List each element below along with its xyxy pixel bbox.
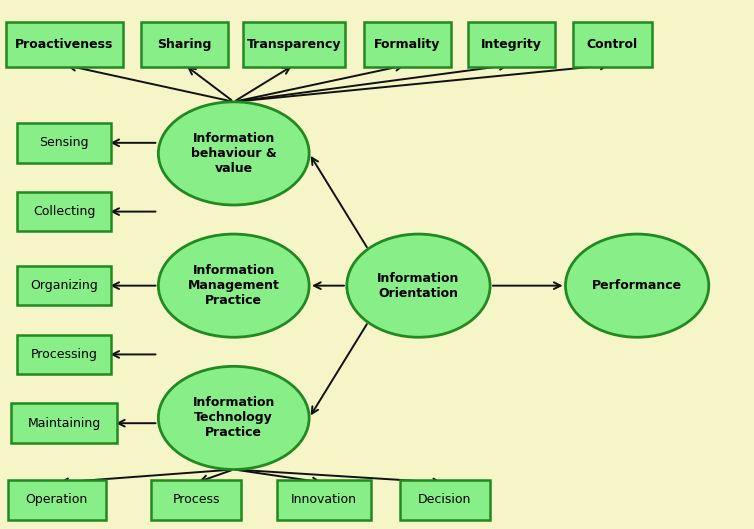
Text: Processing: Processing — [31, 348, 97, 361]
FancyBboxPatch shape — [17, 335, 111, 375]
FancyBboxPatch shape — [243, 22, 345, 67]
Text: Decision: Decision — [418, 494, 471, 506]
FancyBboxPatch shape — [11, 403, 117, 443]
Text: Maintaining: Maintaining — [27, 417, 101, 430]
FancyBboxPatch shape — [400, 480, 490, 519]
FancyBboxPatch shape — [17, 123, 111, 163]
FancyBboxPatch shape — [17, 192, 111, 232]
FancyBboxPatch shape — [142, 22, 228, 67]
Text: Sensing: Sensing — [39, 136, 89, 149]
Ellipse shape — [158, 234, 309, 338]
Text: Sharing: Sharing — [158, 39, 212, 51]
Text: Proactiveness: Proactiveness — [15, 39, 113, 51]
FancyBboxPatch shape — [6, 22, 122, 67]
FancyBboxPatch shape — [17, 266, 111, 306]
Text: Organizing: Organizing — [30, 279, 98, 292]
Text: Formality: Formality — [374, 39, 440, 51]
FancyBboxPatch shape — [277, 480, 371, 519]
Text: Information
Orientation: Information Orientation — [377, 272, 460, 299]
Ellipse shape — [158, 366, 309, 470]
Text: Integrity: Integrity — [481, 39, 541, 51]
Text: Innovation: Innovation — [291, 494, 357, 506]
FancyBboxPatch shape — [8, 480, 106, 519]
FancyBboxPatch shape — [573, 22, 651, 67]
Text: Information
behaviour &
value: Information behaviour & value — [191, 132, 277, 175]
FancyBboxPatch shape — [467, 22, 554, 67]
Text: Information
Management
Practice: Information Management Practice — [188, 264, 280, 307]
Text: Collecting: Collecting — [33, 205, 95, 218]
Text: Transparency: Transparency — [247, 39, 342, 51]
Text: Information
Technology
Practice: Information Technology Practice — [192, 396, 275, 440]
Text: Process: Process — [173, 494, 219, 506]
Text: Operation: Operation — [26, 494, 87, 506]
FancyBboxPatch shape — [363, 22, 451, 67]
Text: Performance: Performance — [592, 279, 682, 292]
Ellipse shape — [158, 102, 309, 205]
Text: Control: Control — [587, 39, 638, 51]
Ellipse shape — [566, 234, 709, 338]
Ellipse shape — [347, 234, 490, 338]
FancyBboxPatch shape — [151, 480, 241, 519]
